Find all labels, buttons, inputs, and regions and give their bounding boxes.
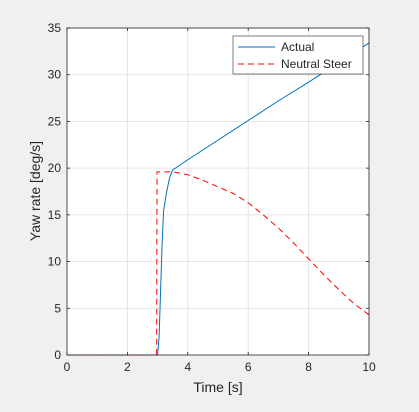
y-tick-label: 0 (54, 348, 61, 362)
x-tick-labels: 0 2 4 6 8 10 (64, 360, 376, 374)
y-tick-label: 10 (48, 255, 62, 269)
x-tick-label: 6 (245, 360, 252, 374)
x-axis-label: Time [s] (193, 379, 242, 395)
x-tick-label: 8 (305, 360, 312, 374)
x-tick-label: 2 (124, 360, 131, 374)
plot-area (67, 28, 369, 355)
y-tick-label: 25 (48, 114, 62, 128)
series-layer (67, 42, 370, 356)
series-line-actual (67, 42, 370, 356)
legend-label-actual: Actual (281, 40, 314, 54)
legend-box (232, 35, 364, 75)
y-tick-label: 5 (54, 301, 61, 315)
series-line-neutral-steer (67, 171, 370, 356)
legend-label-neutral-steer: Neutral Steer (281, 57, 352, 71)
y-tick-label: 20 (48, 161, 62, 175)
y-tick-label: 30 (48, 68, 62, 82)
legend: Actual Neutral Steer (232, 35, 364, 75)
y-axis-label: Yaw rate [deg/s] (27, 141, 43, 241)
x-tick-label: 4 (184, 360, 191, 374)
plot-border (66, 27, 370, 356)
x-tick-label: 10 (362, 360, 376, 374)
y-tick-label: 35 (48, 21, 62, 35)
tick-marks (66, 27, 370, 356)
y-tick-label: 15 (48, 208, 62, 222)
x-tick-label: 0 (64, 360, 71, 374)
y-tick-labels: 0 5 10 15 20 25 30 35 (48, 21, 62, 362)
